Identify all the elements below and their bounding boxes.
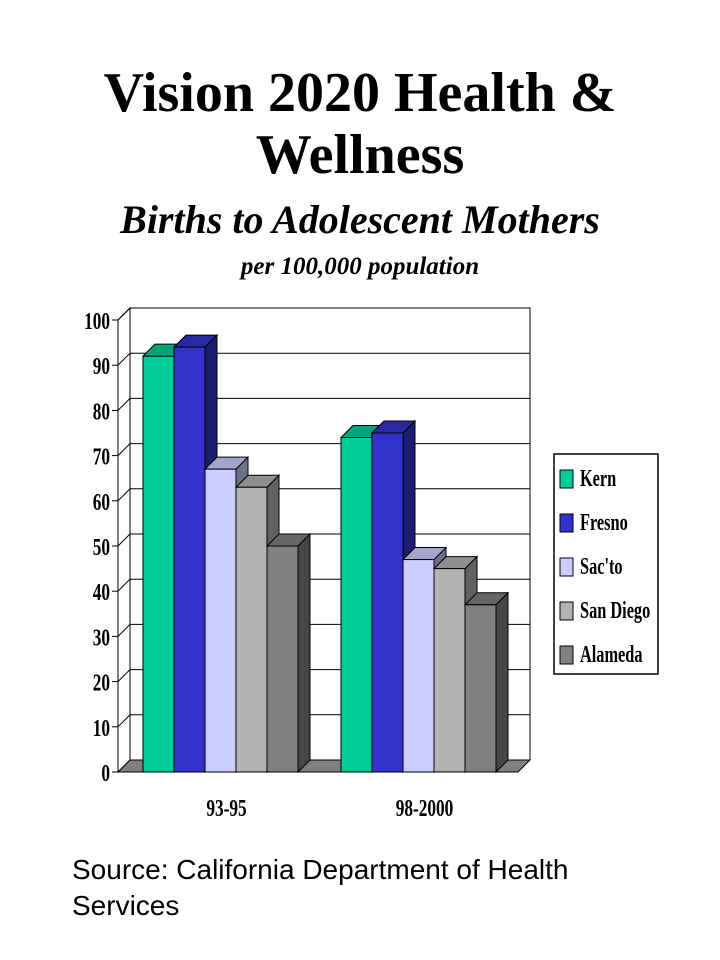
gridline-side	[117, 443, 131, 456]
bar	[235, 486, 268, 773]
x-category-label: 98-2000	[396, 794, 454, 822]
y-tick-label: 0	[101, 759, 110, 787]
bar	[464, 604, 497, 773]
title-line-1: Vision 2020 Health &	[103, 62, 617, 124]
legend-label: Sac'to	[580, 554, 623, 580]
legend-swatch	[559, 513, 574, 533]
gridline-side	[117, 714, 131, 728]
gridline-side	[117, 352, 131, 366]
y-tick-label: 50	[93, 533, 110, 561]
bar-side	[297, 532, 311, 774]
legend-swatch	[559, 557, 574, 577]
bar	[402, 559, 435, 773]
bar	[266, 545, 299, 773]
source-note: Source: California Department of Health …	[72, 854, 569, 921]
y-tick-label: 30	[93, 624, 110, 652]
legend-label: Alameda	[580, 642, 643, 668]
legend-label: Fresno	[580, 510, 628, 536]
gridline-side	[117, 533, 131, 547]
y-tick-label: 70	[93, 443, 110, 471]
bar	[371, 432, 404, 773]
gridline-side	[117, 488, 131, 502]
bar-side	[495, 591, 509, 774]
bar	[340, 437, 373, 773]
bar	[204, 468, 237, 773]
y-tick-label: 10	[93, 714, 110, 742]
bar	[433, 568, 466, 773]
bar	[142, 355, 175, 773]
gridline-side	[117, 578, 131, 592]
y-tick-label: 40	[93, 578, 110, 606]
y-tick-label: 100	[84, 307, 110, 335]
y-tick-label: 20	[93, 669, 110, 697]
chart-title: Vision 2020 Health & Wellness	[0, 62, 720, 186]
y-tick-label: 60	[93, 488, 110, 516]
chart-subtitle: Births to Adolescent Mothers	[120, 197, 600, 242]
legend-label: San Diego	[580, 598, 650, 624]
title-line-2: Wellness	[255, 124, 465, 186]
legend-swatch	[559, 645, 574, 665]
gridline-side	[117, 307, 131, 321]
y-tick-label: 80	[93, 398, 110, 426]
legend-swatch	[559, 601, 574, 621]
legend-label: Kern	[580, 466, 617, 492]
x-category-label: 93-95	[206, 794, 246, 822]
bar	[173, 346, 206, 773]
gridline-side	[117, 669, 131, 682]
legend-swatch	[559, 469, 574, 489]
gridline-side	[117, 398, 131, 411]
chart-units: per 100,000 population	[240, 253, 480, 280]
y-tick-label: 90	[93, 352, 110, 380]
gridline-side	[117, 624, 131, 637]
